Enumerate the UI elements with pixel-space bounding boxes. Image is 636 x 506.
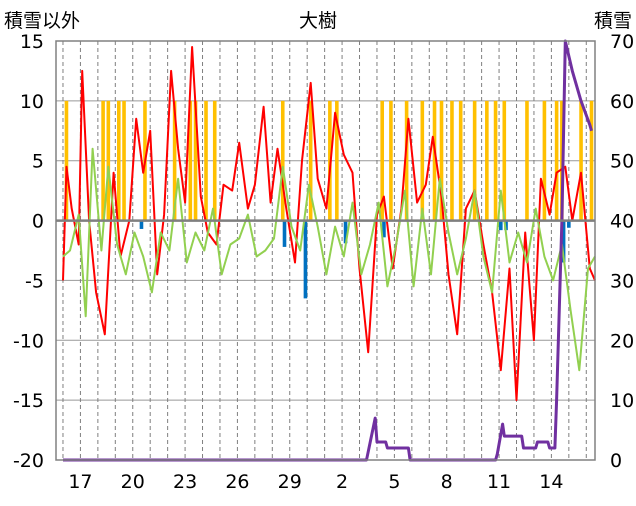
snowfall-bar [101, 100, 105, 221]
precipitation-bar [504, 220, 508, 231]
x-tick-label: 11 [487, 471, 511, 493]
y-right-tick-label: 50 [610, 151, 634, 173]
y-right-tick-label: 60 [610, 91, 634, 113]
axis-layer [55, 40, 596, 461]
y-right-tick-label: 0 [610, 450, 622, 472]
precipitation-bar [343, 220, 348, 244]
precipitation-bar [499, 220, 503, 231]
snowfall-bar [420, 100, 425, 221]
snowfall-bar [204, 100, 208, 221]
x-tick-label: 29 [278, 471, 302, 493]
snow_depth-line [63, 39, 593, 462]
snowfall-bar [458, 100, 463, 221]
precipitation-bar [567, 220, 571, 228]
y-left-tick-label: -5 [25, 270, 44, 292]
snowfall-bar [116, 100, 121, 221]
plot-area-border [55, 40, 596, 461]
precipitation-bar [282, 220, 287, 247]
x-tick-label: 26 [225, 471, 249, 493]
y-left-tick-label: -10 [13, 330, 44, 352]
snowfall-bar [439, 100, 444, 221]
y-left-tick-label: -15 [13, 390, 44, 412]
right-axis-title: 積雪 [594, 10, 632, 32]
snowfall-bar [432, 100, 437, 221]
chart-title: 大樹 [299, 10, 337, 32]
y-left-tick-label: 15 [20, 31, 44, 53]
y-left-tick-label: 5 [32, 151, 44, 173]
snowfall-bar [485, 100, 489, 221]
y-right-tick-label: 70 [610, 31, 634, 53]
x-tick-label: 8 [441, 471, 453, 493]
y-left-tick-label: 10 [20, 91, 44, 113]
snowfall-bar [472, 100, 477, 221]
bar-layer [64, 100, 594, 299]
snowfall-bar [188, 100, 193, 221]
snowfall-bar [502, 100, 507, 221]
x-tick-label: 14 [539, 471, 563, 493]
y-left-tick-label: 0 [32, 211, 44, 233]
precipitation-bar [303, 220, 308, 299]
snowfall-bar [554, 100, 559, 221]
y-right-tick-label: 20 [610, 330, 634, 352]
left-axis-title: 積雪以外 [4, 10, 80, 32]
y-right-tick-label: 40 [610, 211, 634, 233]
x-tick-label: 17 [68, 471, 92, 493]
snowfall-bar [172, 100, 177, 221]
snowfall-bar [308, 100, 313, 221]
y-right-tick-label: 10 [610, 390, 634, 412]
snowfall-bar [380, 100, 384, 221]
snowfall-bar [542, 100, 547, 221]
precipitation-bar [139, 220, 144, 229]
grid-layer [56, 41, 595, 460]
snowfall-bar [193, 100, 198, 221]
temp_max-line [62, 46, 596, 402]
snowfall-bar [212, 100, 217, 221]
snowfall-bar [404, 100, 409, 221]
snowfall-bar [493, 100, 498, 221]
x-tick-label: 23 [173, 471, 197, 493]
x-tick-label: 20 [121, 471, 145, 493]
snowfall-bar [389, 100, 393, 221]
snowfall-bar [450, 100, 454, 221]
snowfall-bar [525, 100, 529, 221]
y-right-tick-label: 30 [610, 270, 634, 292]
snowfall-bar [64, 100, 69, 221]
snowfall-bar [579, 100, 583, 221]
snowfall-bar [589, 100, 594, 221]
y-left-tick-label: -20 [13, 450, 44, 472]
x-tick-label: 5 [388, 471, 400, 493]
temp_min-line [62, 147, 596, 372]
snowfall-bar [335, 100, 339, 221]
line-layer [62, 39, 596, 462]
snowfall-bar [106, 100, 111, 221]
snowfall-bar [122, 100, 126, 221]
snowfall-bar [280, 100, 285, 221]
precipitation-bar [561, 220, 566, 263]
x-tick-label: 2 [336, 471, 348, 493]
precipitation-bar [382, 220, 386, 238]
